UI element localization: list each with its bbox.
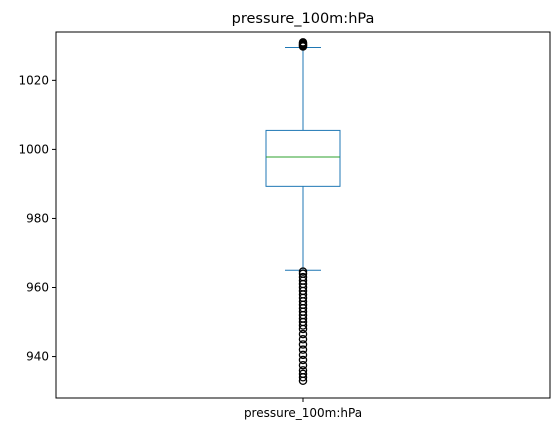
y-tick-label: 1000 <box>18 142 49 156</box>
y-tick-label: 940 <box>26 350 49 364</box>
outlier-point <box>298 38 308 47</box>
y-tick-label: 980 <box>26 211 49 225</box>
plot-area <box>265 38 341 385</box>
outlier-point <box>298 329 308 339</box>
outlier-point <box>298 350 308 360</box>
outlier-point <box>298 360 308 370</box>
outlier-point <box>298 369 308 379</box>
outlier-point <box>298 267 308 276</box>
y-tick-label: 960 <box>26 281 49 295</box>
outlier-point <box>298 335 308 344</box>
outlier-point <box>298 366 308 375</box>
outlier-point <box>298 355 308 365</box>
x-tick-label: pressure_100m:hPa <box>244 406 362 420</box>
iqr-box <box>265 129 341 187</box>
outlier-point <box>298 272 308 282</box>
outlier-point <box>298 340 308 349</box>
y-tick-label: 1020 <box>18 73 49 87</box>
x-axis: pressure_100m:hPa <box>244 398 362 420</box>
chart-title: pressure_100m:hPa <box>232 11 375 27</box>
outlier-point <box>298 345 308 354</box>
y-axis: 940 960 980 1000 1020 <box>18 73 56 364</box>
